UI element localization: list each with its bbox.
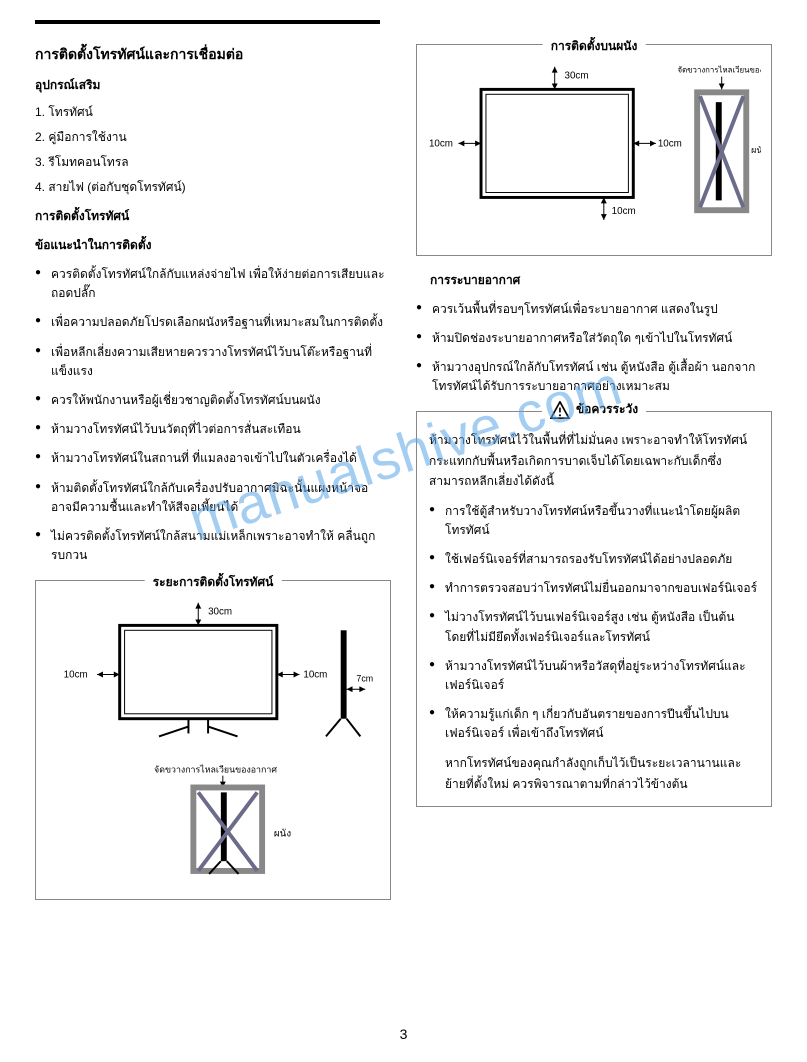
wall-diagram-svg: 30cm 10cm 10cm 10cm จัดขวางการไหลเวียนขอ… [427,55,761,242]
install-title: การติดตั้งโทรทัศน์ [35,207,391,226]
distance-diagram-title: ระยะการติดตั้งโทรทัศน์ [145,573,282,592]
svg-text:30cm: 30cm [565,71,589,82]
advice-item: ห้ามวางโทรทัศน์ในสถานที่ ที่แมลงอาจเข้าไ… [35,449,391,468]
page-number: 3 [400,1026,408,1042]
side-clearance-label: 7cm [356,674,373,684]
accessory-item: 1. โทรทัศน์ [35,103,391,122]
accessory-item: 4. สายไฟ (ต่อกับชุดโทรทัศน์) [35,178,391,197]
advice-item: เพื่อความปลอดภัยโปรดเลือกผนังหรือฐานที่เ… [35,313,391,332]
caution-item: ห้ามวางโทรทัศน์ไว้บนผ้าหรือวัสดุที่อยู่ร… [429,657,759,695]
right-clearance-label: 10cm [303,670,327,681]
svg-text:10cm: 10cm [612,206,636,217]
svg-text:จัดขวางการไหลเวียนของอากาศ: จัดขวางการไหลเวียนของอากาศ [677,66,761,75]
distance-diagram-box: ระยะการติดตั้งโทรทัศน์ 30cm 10cm [35,580,391,900]
advice-title: ข้อแนะนำในการติดตั้ง [35,236,391,255]
accessories-title: อุปกรณ์เสริม [35,76,391,95]
main-title: การติดตั้งโทรทัศน์และการเชื่อมต่อ [35,44,391,66]
left-clearance-label: 10cm [64,670,88,681]
wall-label: ผนัง [274,829,291,840]
caution-item: ให้ความรู้แก่เด็ก ๆ เกี่ยวกับอันตรายของก… [429,705,759,743]
right-column: การติดตั้งบนผนัง 30cm 10cm 10cm [416,44,772,915]
ventilation-list: ควรเว้นพื้นที่รอบๆโทรทัศน์เพื่อระบายอากา… [416,300,772,397]
ventilation-item: ห้ามวางอุปกรณ์ใกล้กับโทรทัศน์ เช่น ตู้หน… [416,358,772,396]
svg-text:ผนัง: ผนัง [751,145,761,155]
air-flow-label: จัดขวางการไหลเวียนของอากาศ [154,765,277,775]
caution-title: ข้อควรระวัง [542,400,646,419]
caution-item: การใช้ตู้สำหรับวางโทรทัศน์หรือขึ้นวางที่… [429,502,759,540]
caution-list: การใช้ตู้สำหรับวางโทรทัศน์หรือขึ้นวางที่… [429,502,759,744]
accessory-item: 2. คู่มือการใช้งาน [35,128,391,147]
advice-item: ห้ามติดตั้งโทรทัศน์ใกล้กับเครื่องปรับอาก… [35,479,391,517]
ventilation-item: ควรเว้นพื้นที่รอบๆโทรทัศน์เพื่อระบายอากา… [416,300,772,319]
advice-item: ควรติดตั้งโทรทัศน์ใกล้กับแหล่งจ่ายไฟ เพื… [35,265,391,303]
caution-item: ไม่วางโทรทัศน์ไว้บนเฟอร์นิเจอร์สูง เช่น … [429,608,759,646]
ventilation-title: การระบายอากาศ [430,271,772,290]
advice-item: ห้ามวางโทรทัศน์ไว้บนวัตถุที่ไวต่อการสั่น… [35,420,391,439]
warning-icon [550,401,570,419]
content-columns: การติดตั้งโทรทัศน์และการเชื่อมต่อ อุปกรณ… [35,44,772,915]
advice-list: ควรติดตั้งโทรทัศน์ใกล้กับแหล่งจ่ายไฟ เพื… [35,265,391,565]
caution-item: ทำการตรวจสอบว่าโทรทัศน์ไม่ยื่นออกมาจากขอ… [429,579,759,598]
caution-foot: หากโทรทัศน์ของคุณกำลังถูกเก็บไว้เป็นระยะ… [429,753,759,794]
svg-text:10cm: 10cm [429,138,453,149]
wall-diagram-title: การติดตั้งบนผนัง [543,37,646,56]
wall-diagram-box: การติดตั้งบนผนัง 30cm 10cm 10cm [416,44,772,256]
distance-diagram-svg: 30cm 10cm 10cm 7cm จัดข [46,591,380,886]
caution-intro: ห้ามวางโทรทัศน์ไว้ในพื้นที่ที่ไม่มั่นคง … [429,430,759,491]
left-column: การติดตั้งโทรทัศน์และการเชื่อมต่อ อุปกรณ… [35,44,391,915]
advice-item: ไม่ควรติดตั้งโทรทัศน์ใกล้สนามแม่เหล็กเพร… [35,527,391,565]
top-bar [35,20,380,24]
advice-item: ควรให้พนักงานหรือผู้เชี่ยวชาญติดตั้งโทรท… [35,391,391,410]
caution-box: ข้อควรระวัง ห้ามวางโทรทัศน์ไว้ในพื้นที่ท… [416,411,772,807]
caution-item: ใช้เฟอร์นิเจอร์ที่สามารถรองรับโทรทัศน์ได… [429,550,759,569]
advice-item: เพื่อหลีกเลี่ยงความเสียหายควรวางโทรทัศน์… [35,343,391,381]
svg-text:10cm: 10cm [658,138,682,149]
accessory-item: 3. รีโมทคอนโทรล [35,153,391,172]
top-clearance-label: 30cm [208,607,232,618]
caution-title-text: ข้อควรระวัง [576,400,638,419]
ventilation-item: ห้ามปิดช่องระบายอากาศหรือใส่วัตถุใด ๆเข้… [416,329,772,348]
